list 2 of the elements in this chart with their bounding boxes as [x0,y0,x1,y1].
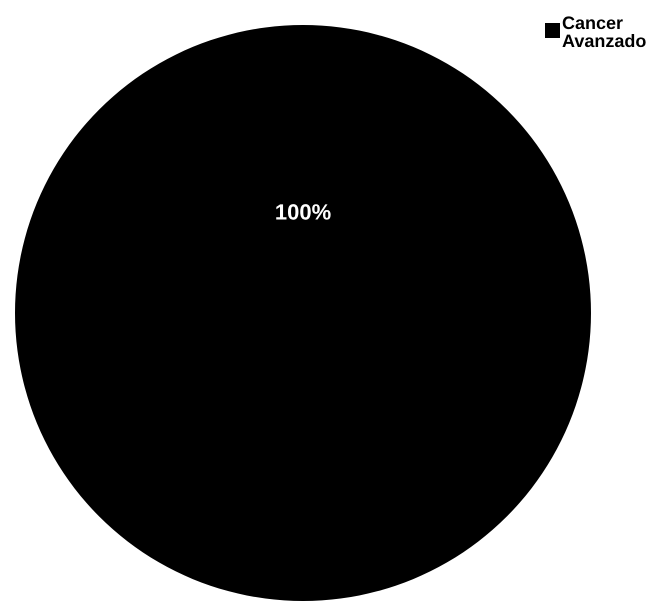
data-label: 100% [274,200,332,225]
legend-label: Cancer Avanzado [562,13,648,51]
